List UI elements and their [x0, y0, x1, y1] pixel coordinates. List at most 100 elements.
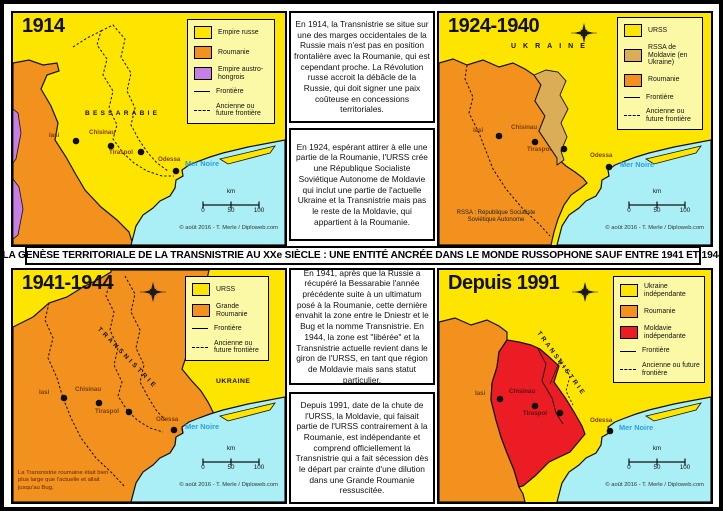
legend-label: Ancienne ou future frontière: [214, 339, 259, 355]
region-austro-hongrois-sud: [13, 178, 24, 240]
map-title-depuis-1991: Depuis 1991: [448, 272, 560, 294]
scale-tick: 50: [653, 464, 661, 471]
legend-label: RSSA de Moldavie (en Ukraine): [648, 44, 688, 67]
main-title-banner: LA GENÈSE TERRITORIALE DE LA TRANSNISTRI…: [4, 246, 719, 265]
city-label-tiraspol: Tiraspol: [109, 149, 133, 156]
map-credit: © août 2016 - T. Merle / Diploweb.com: [179, 482, 278, 488]
city-label-chisinau: Chisinau: [511, 124, 538, 131]
footnote-rssa: RSSA : République Socialiste Soviétique …: [456, 210, 536, 224]
map-credit: © août 2016 - T. Merle / Diploweb.com: [605, 482, 704, 488]
coastal-spit: [644, 402, 702, 422]
scale-tick: 100: [679, 207, 691, 214]
border-dniestr-transnistrie: [537, 348, 564, 425]
city-label-odessa: Odessa: [590, 152, 613, 159]
scale-bar: [202, 201, 260, 209]
city-label-chisinau: Chisinau: [89, 129, 116, 136]
region-roumanie: [13, 59, 134, 245]
old-frontier-line-symbol: [194, 109, 210, 111]
coastal-spit: [644, 145, 702, 165]
old-frontier-line-symbol: [192, 346, 208, 348]
sea-label: Mer Noire: [619, 423, 654, 432]
sea-mer-noire: [130, 139, 285, 245]
scale-labels: km 0 50 100: [621, 188, 691, 216]
legend-1924: URSS RSSA de Moldavie (en Ukraine) Rouma…: [617, 17, 703, 130]
city-label-chisinau: Chisinau: [509, 388, 536, 395]
map-panel-1914: 1914 Empire russe Roumanie Empire austro…: [11, 11, 287, 247]
scale-tick: 0: [627, 207, 631, 214]
legend-label: Roumanie: [218, 48, 250, 56]
swatch-roumanie: [624, 73, 642, 87]
sea-mer-noire: [556, 139, 711, 245]
legend-label: Frontière: [216, 88, 244, 96]
swatch-roumanie: [194, 46, 212, 59]
legend-1991: Ukraine indépendante Roumanie Moldavie i…: [613, 276, 705, 384]
label-ukraine: UKRAINE: [511, 43, 592, 50]
city-label-tiraspol: Tiraspol: [95, 408, 119, 415]
footnote-transnistrie-roumaine: La Transnistrie roumaine était bien plus…: [18, 470, 109, 491]
legend-label: Empire austro-hongrois: [218, 66, 264, 81]
frontier-line-symbol: [194, 91, 210, 93]
old-border-east: [560, 361, 574, 406]
city-label-iasi: Iasi: [473, 127, 484, 134]
scale-tick: 100: [253, 207, 265, 214]
city-label-iasi: Iasi: [39, 389, 50, 396]
legend-label: Frontière: [646, 93, 674, 101]
compass-rose-icon: [140, 282, 166, 302]
scale-tick: 50: [653, 207, 661, 214]
region-moldavie: [490, 339, 586, 488]
swatch-empire-russe: [194, 26, 212, 39]
label-bessarabie: BESSARABIE: [85, 110, 161, 117]
scale-labels: km 0 50 100: [195, 445, 264, 473]
city-label-odessa: Odessa: [158, 156, 181, 163]
compass-rose-icon: [572, 282, 598, 302]
scale-tick: 50: [227, 464, 235, 471]
scale-labels: km 0 50 100: [621, 445, 690, 473]
legend-label: Ancienne ou future frontière: [646, 108, 691, 123]
sea-label: Mer Noire: [185, 422, 220, 431]
scale-bar: [628, 458, 686, 466]
scale-tick: 50: [227, 207, 235, 214]
map-panel-1941-1944: 1941-1944 URSS Grande Roumanie Frontière…: [11, 268, 287, 504]
old-border-prut: [464, 64, 551, 237]
region-rssa-moldavie: [533, 69, 569, 166]
scale-bar: [202, 458, 260, 466]
transnistrie-leader-line: [549, 357, 562, 385]
region-austro-hongrois-nord: [13, 108, 22, 164]
city-label-iasi: Iasi: [475, 390, 486, 397]
swatch-urss: [192, 283, 210, 296]
map-panel-depuis-1991: Depuis 1991 Ukraine indépendante Roumani…: [437, 268, 713, 504]
swatch-urss: [624, 24, 642, 37]
textbox-1914: En 1914, la Transnistrie se situe sur un…: [289, 11, 435, 123]
frontier-line-symbol: [192, 328, 208, 330]
coastal-spit: [218, 145, 276, 165]
city-dots: [496, 395, 614, 435]
label-ukraine: UKRAINE: [216, 378, 251, 385]
city-dots: [72, 137, 180, 175]
city-dots: [495, 132, 613, 171]
textbox-1941: En 1941, après que la Russie a récupéré …: [289, 268, 435, 385]
swatch-moldavie: [620, 326, 638, 340]
future-border-dniestr: [72, 30, 174, 177]
legend-label: Empire russe: [218, 28, 259, 36]
old-border-prut: [44, 302, 126, 488]
legend-1941: URSS Grande Roumanie Frontière Ancienne …: [185, 276, 269, 361]
city-label-odessa: Odessa: [590, 417, 613, 424]
scale-unit: km: [226, 188, 236, 195]
map-credit: © août 2016 - T. Merle / Diploweb.com: [605, 225, 704, 231]
legend-label: URSS: [216, 285, 236, 293]
frontier-line-symbol: [624, 97, 640, 99]
legend-label: Roumanie: [648, 76, 680, 84]
city-label-tiraspol: Tiraspol: [527, 146, 551, 153]
map-title-1924-1940: 1924-1940: [448, 15, 540, 37]
future-border-transnistrie: [100, 24, 169, 172]
city-label-tiraspol: Tiraspol: [523, 410, 547, 417]
swatch-austro-hongrois: [194, 67, 212, 81]
legend-label: Ancienne ou future frontière: [216, 102, 261, 118]
future-border-transnistrie: [124, 275, 166, 421]
scale-unit: km: [652, 188, 662, 195]
swatch-rssa: [624, 48, 642, 62]
sea-label: Mer Noire: [185, 159, 220, 168]
scale-tick: 0: [627, 464, 631, 471]
old-frontier-line-symbol: [620, 369, 636, 371]
